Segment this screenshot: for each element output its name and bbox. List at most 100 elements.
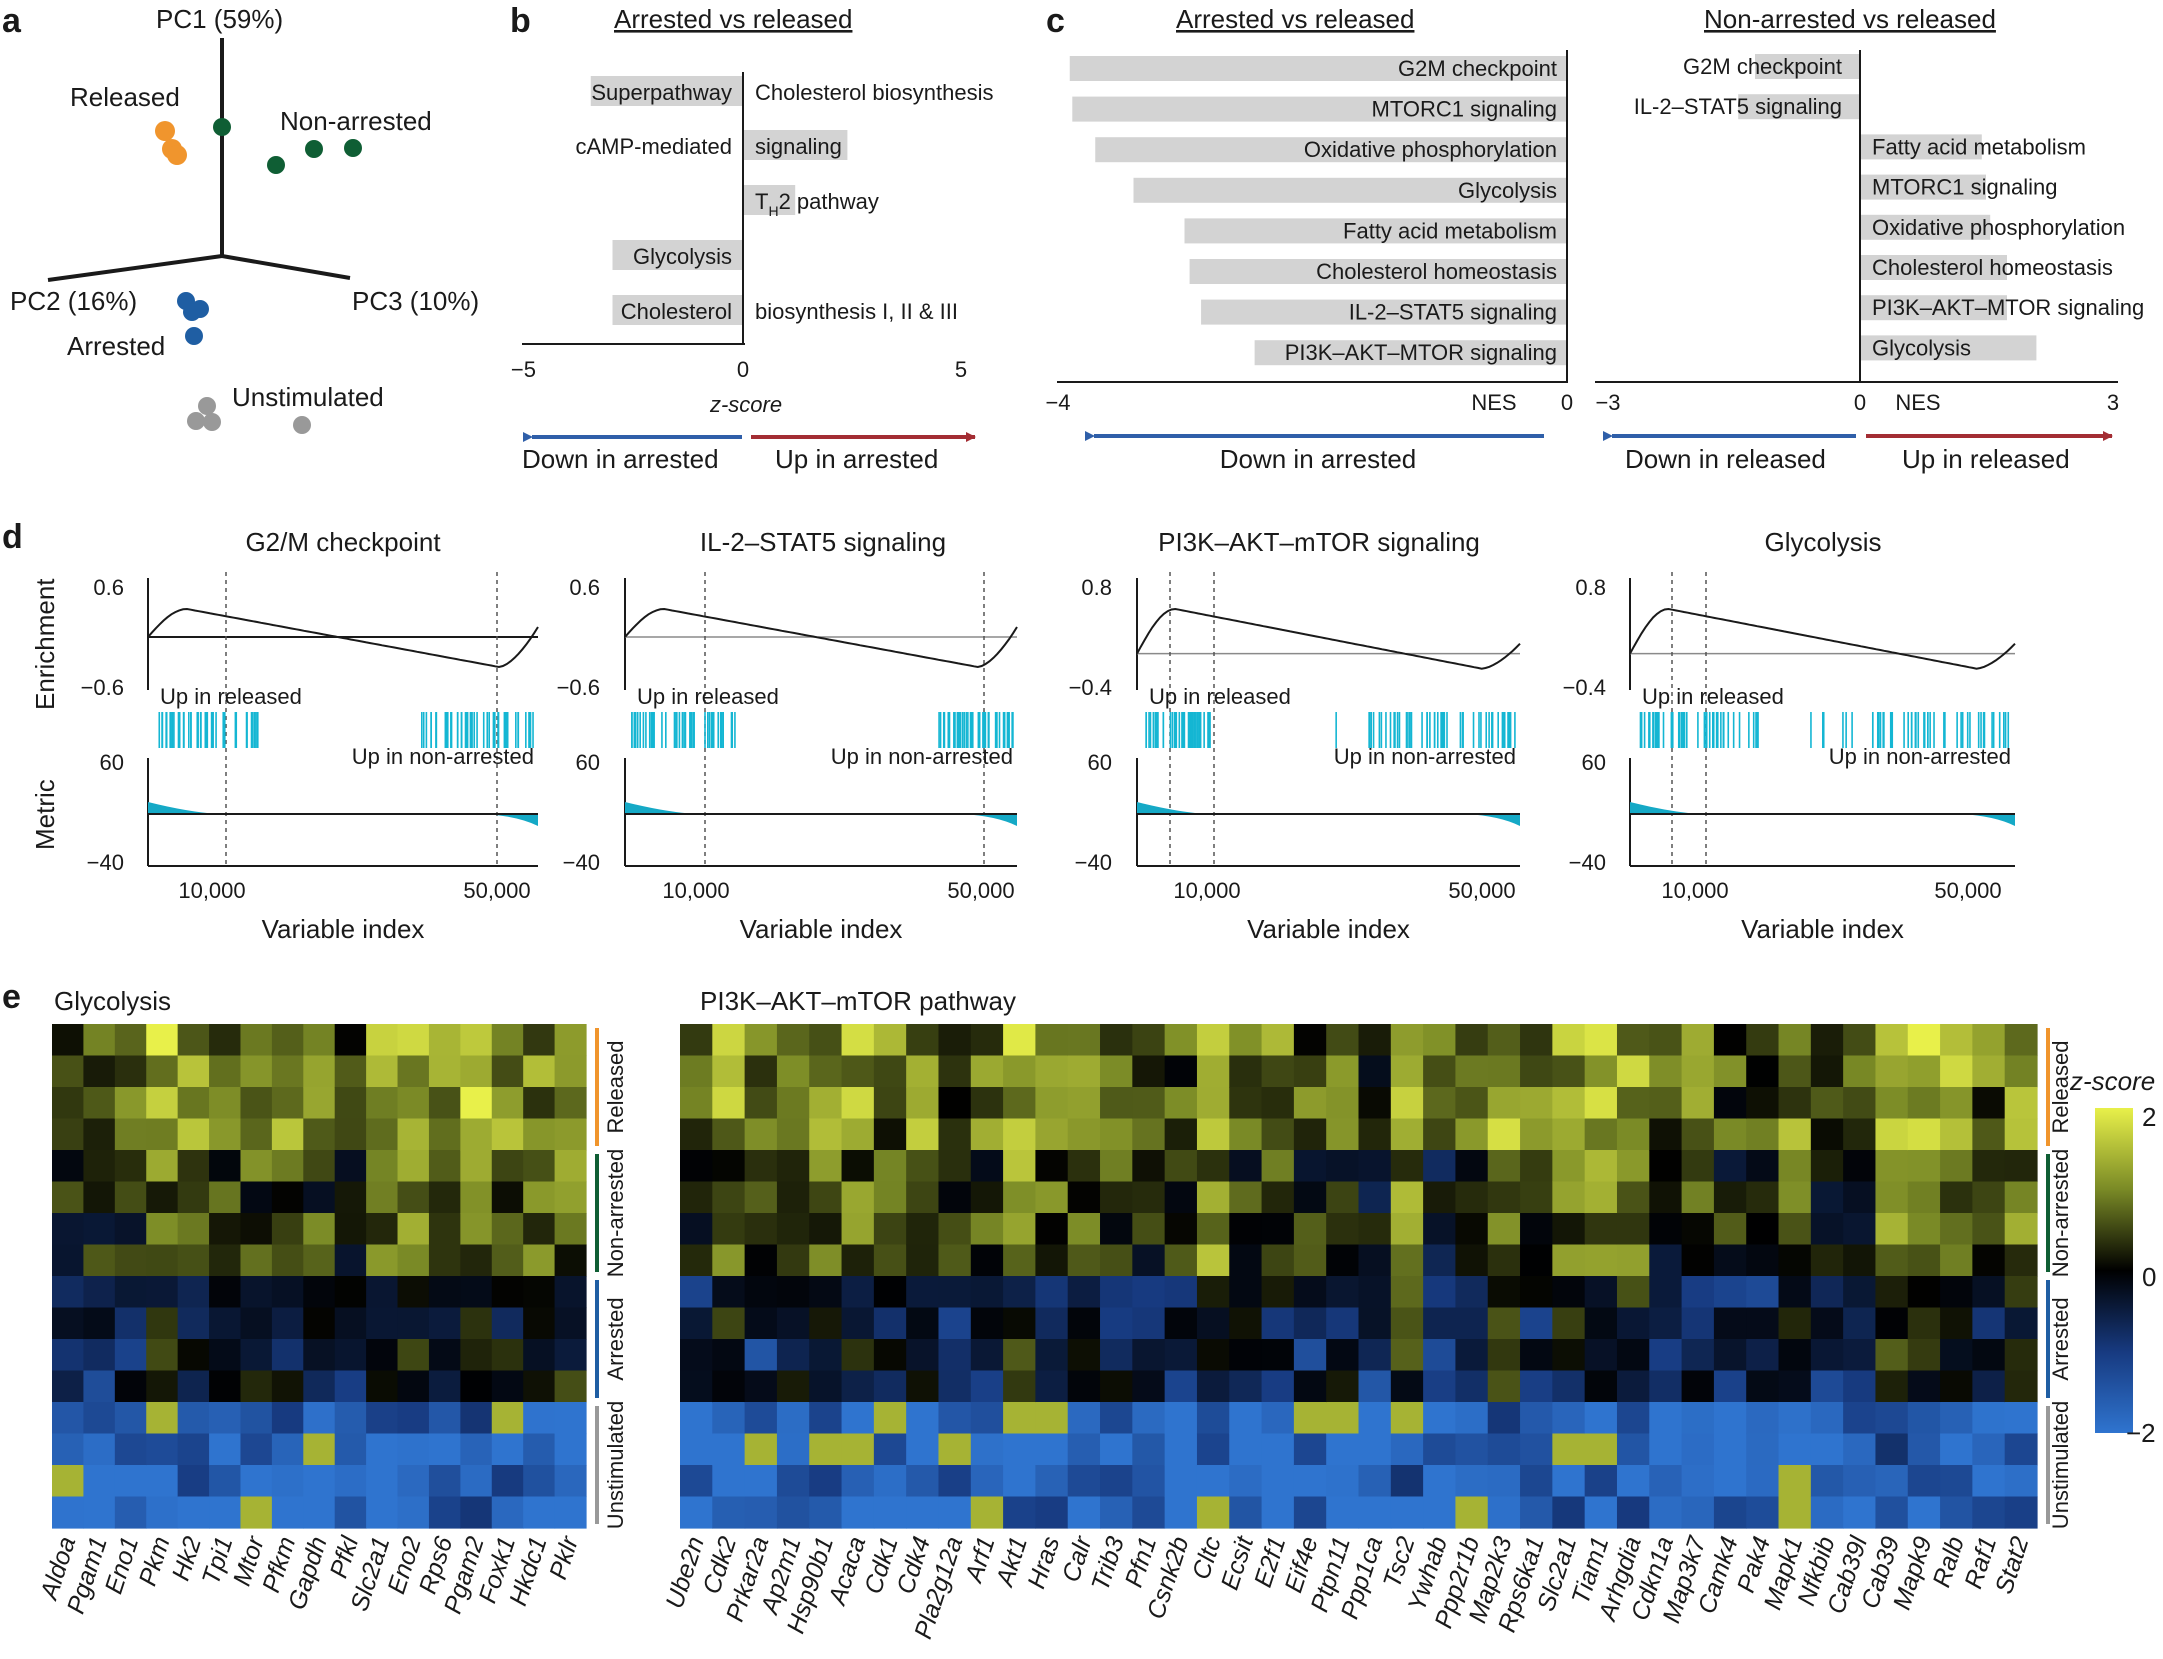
glycolysis-heatmap-cell <box>52 1402 85 1435</box>
heatmap-group-label: Non-arrested <box>2048 1149 2073 1277</box>
gsea-metric-tick: −40 <box>1569 850 1606 875</box>
pi3k-heatmap-cell <box>680 1024 713 1057</box>
glycolysis-heatmap-cell <box>240 1307 273 1340</box>
glycolysis-heatmap-cell <box>460 1339 493 1372</box>
panel-c-left-bar <box>1189 259 1567 284</box>
pi3k-heatmap-cell <box>776 1055 810 1088</box>
pi3k-heatmap-cell <box>906 1244 940 1277</box>
pi3k-heatmap-cell <box>1875 1433 1909 1466</box>
glycolysis-heatmap-cell <box>334 1055 367 1088</box>
pi3k-heatmap-cell <box>1907 1370 1941 1403</box>
pi3k-heatmap-cell <box>1713 1150 1747 1183</box>
pi3k-heatmap-cell <box>1616 1213 1650 1246</box>
glycolysis-heatmap-cell <box>146 1307 179 1340</box>
glycolysis-heatmap-cell <box>240 1055 273 1088</box>
glycolysis-heatmap-cell <box>366 1465 399 1498</box>
pi3k-heatmap-cell <box>970 1496 1004 1529</box>
gsea-enrichment-curve <box>624 607 1018 669</box>
pi3k-heatmap-cell <box>906 1307 940 1340</box>
pi3k-heatmap-cell <box>1035 1465 1069 1498</box>
pi3k-heatmap-cell <box>938 1496 972 1529</box>
pi3k-heatmap-cell <box>873 1496 907 1529</box>
pi3k-heatmap-cell <box>1003 1433 1037 1466</box>
pi3k-heatmap-cell <box>938 1024 972 1057</box>
pi3k-heatmap-cell <box>1843 1244 1877 1277</box>
gsea-y-tick: −0.4 <box>1069 675 1112 700</box>
pi3k-heatmap-cell <box>1520 1150 1553 1183</box>
glycolysis-heatmap-cell <box>114 1276 147 1309</box>
pi3k-heatmap-cell <box>1196 1055 1230 1088</box>
gsea-xlabel: Variable index <box>262 914 425 944</box>
glycolysis-heatmap-cell <box>146 1087 179 1120</box>
pi3k-heatmap-cell <box>1584 1150 1618 1183</box>
glycolysis-heatmap-cell <box>83 1087 116 1120</box>
glycolysis-heatmap-cell <box>177 1181 210 1214</box>
glycolysis-heatmap-cell <box>334 1213 367 1246</box>
panel-d-gsea: Enrichment Metric G2/M checkpoint 0.6 −0.6… <box>30 527 2016 944</box>
pi3k-heatmap-cell <box>1584 1213 1618 1246</box>
glycolysis-heatmap-cell <box>428 1118 461 1151</box>
pi3k-heatmap-cell <box>744 1370 778 1403</box>
pi3k-heatmap-cell <box>712 1024 746 1057</box>
pi3k-heatmap-cell <box>1067 1024 1101 1057</box>
panel-c-right-bar-label: Oxidative phosphorylation <box>1872 215 2125 240</box>
pi3k-heatmap-cell <box>809 1307 843 1340</box>
pi3k-heatmap-cell <box>1746 1244 1780 1277</box>
pi3k-heatmap-cell <box>1390 1024 1424 1057</box>
arrested-label: Arrested <box>67 331 165 361</box>
pi3k-heatmap-cell <box>1713 1465 1747 1498</box>
pi3k-heatmap-cell <box>873 1307 907 1340</box>
pi3k-heatmap-cell <box>680 1370 713 1403</box>
pi3k-heatmap-cell <box>1972 1244 2006 1277</box>
pi3k-heatmap-cell <box>776 1465 810 1498</box>
pi3k-heatmap-cell <box>776 1370 810 1403</box>
pi3k-heatmap-cell <box>1940 1055 1973 1088</box>
pi3k-heatmap-cell <box>841 1087 875 1120</box>
pi3k-heatmap-cell <box>1003 1402 1037 1435</box>
pi3k-heatmap-cell <box>1390 1244 1424 1277</box>
pi3k-heatmap-cell <box>1843 1055 1877 1088</box>
glycolysis-heatmap-cell <box>271 1276 304 1309</box>
pi3k-heatmap-cell <box>1423 1370 1457 1403</box>
pi3k-heatmap-cell <box>906 1024 940 1057</box>
glycolysis-heatmap-cell <box>271 1339 304 1372</box>
pi3k-heatmap-cell <box>873 1402 907 1435</box>
heatmap-group-label: Released <box>603 1041 628 1134</box>
glycolysis-heatmap-cell <box>491 1276 524 1309</box>
pi3k-heatmap-cell <box>1520 1181 1553 1214</box>
glycolysis-heatmap-cell <box>366 1150 399 1183</box>
pi3k-heatmap-cell <box>1326 1213 1360 1246</box>
pi3k-heatmap-cell <box>1390 1055 1424 1088</box>
pi3k-heatmap-cell <box>1713 1339 1747 1372</box>
pi3k-heatmap-cell <box>1358 1244 1392 1277</box>
pi3k-heatmap-cell <box>1875 1055 1909 1088</box>
pi3k-heatmap-cell <box>1843 1024 1877 1057</box>
pi3k-heatmap-cell <box>1649 1244 1683 1277</box>
glycolysis-heatmap-cell <box>240 1024 273 1057</box>
pi3k-heatmap-cell <box>1487 1150 1521 1183</box>
pi3k-heatmap-cell <box>1100 1402 1133 1435</box>
pi3k-heatmap-cell <box>1455 1150 1489 1183</box>
pi3k-heatmap-cell <box>776 1433 810 1466</box>
glycolysis-heatmap-cell <box>303 1465 336 1498</box>
pi3k-heatmap-cell <box>1067 1402 1101 1435</box>
glycolysis-heatmap-cell <box>491 1118 524 1151</box>
glycolysis-heatmap-cell <box>209 1181 242 1214</box>
pi3k-heatmap-cell <box>1907 1244 1941 1277</box>
panel-c-left-arrow-label: Down in arrested <box>1220 444 1417 474</box>
pi3k-heatmap-cell <box>1100 1433 1133 1466</box>
pi3k-heatmap-cell <box>1713 1496 1747 1529</box>
pi3k-heatmap-cell <box>1035 1055 1069 1088</box>
pi3k-heatmap-cell <box>873 1339 907 1372</box>
panel-b-bar-label: Glycolysis <box>633 244 732 269</box>
glycolysis-heatmap-cell <box>523 1433 556 1466</box>
pi3k-heatmap-cell <box>1520 1276 1553 1309</box>
pi3k-heatmap-cell <box>1972 1433 2006 1466</box>
panel-c-right-tick: 3 <box>2107 390 2119 415</box>
pi3k-heatmap-cell <box>1520 1118 1553 1151</box>
pi3k-heatmap-cell <box>1455 1118 1489 1151</box>
pi3k-heatmap-cell <box>1907 1087 1941 1120</box>
glycolysis-heatmap-cell <box>52 1465 85 1498</box>
pi3k-heatmap-cell <box>1455 1181 1489 1214</box>
pca-plot: PC1 (59%) PC2 (16%) PC3 (10%) Released N… <box>10 4 479 434</box>
